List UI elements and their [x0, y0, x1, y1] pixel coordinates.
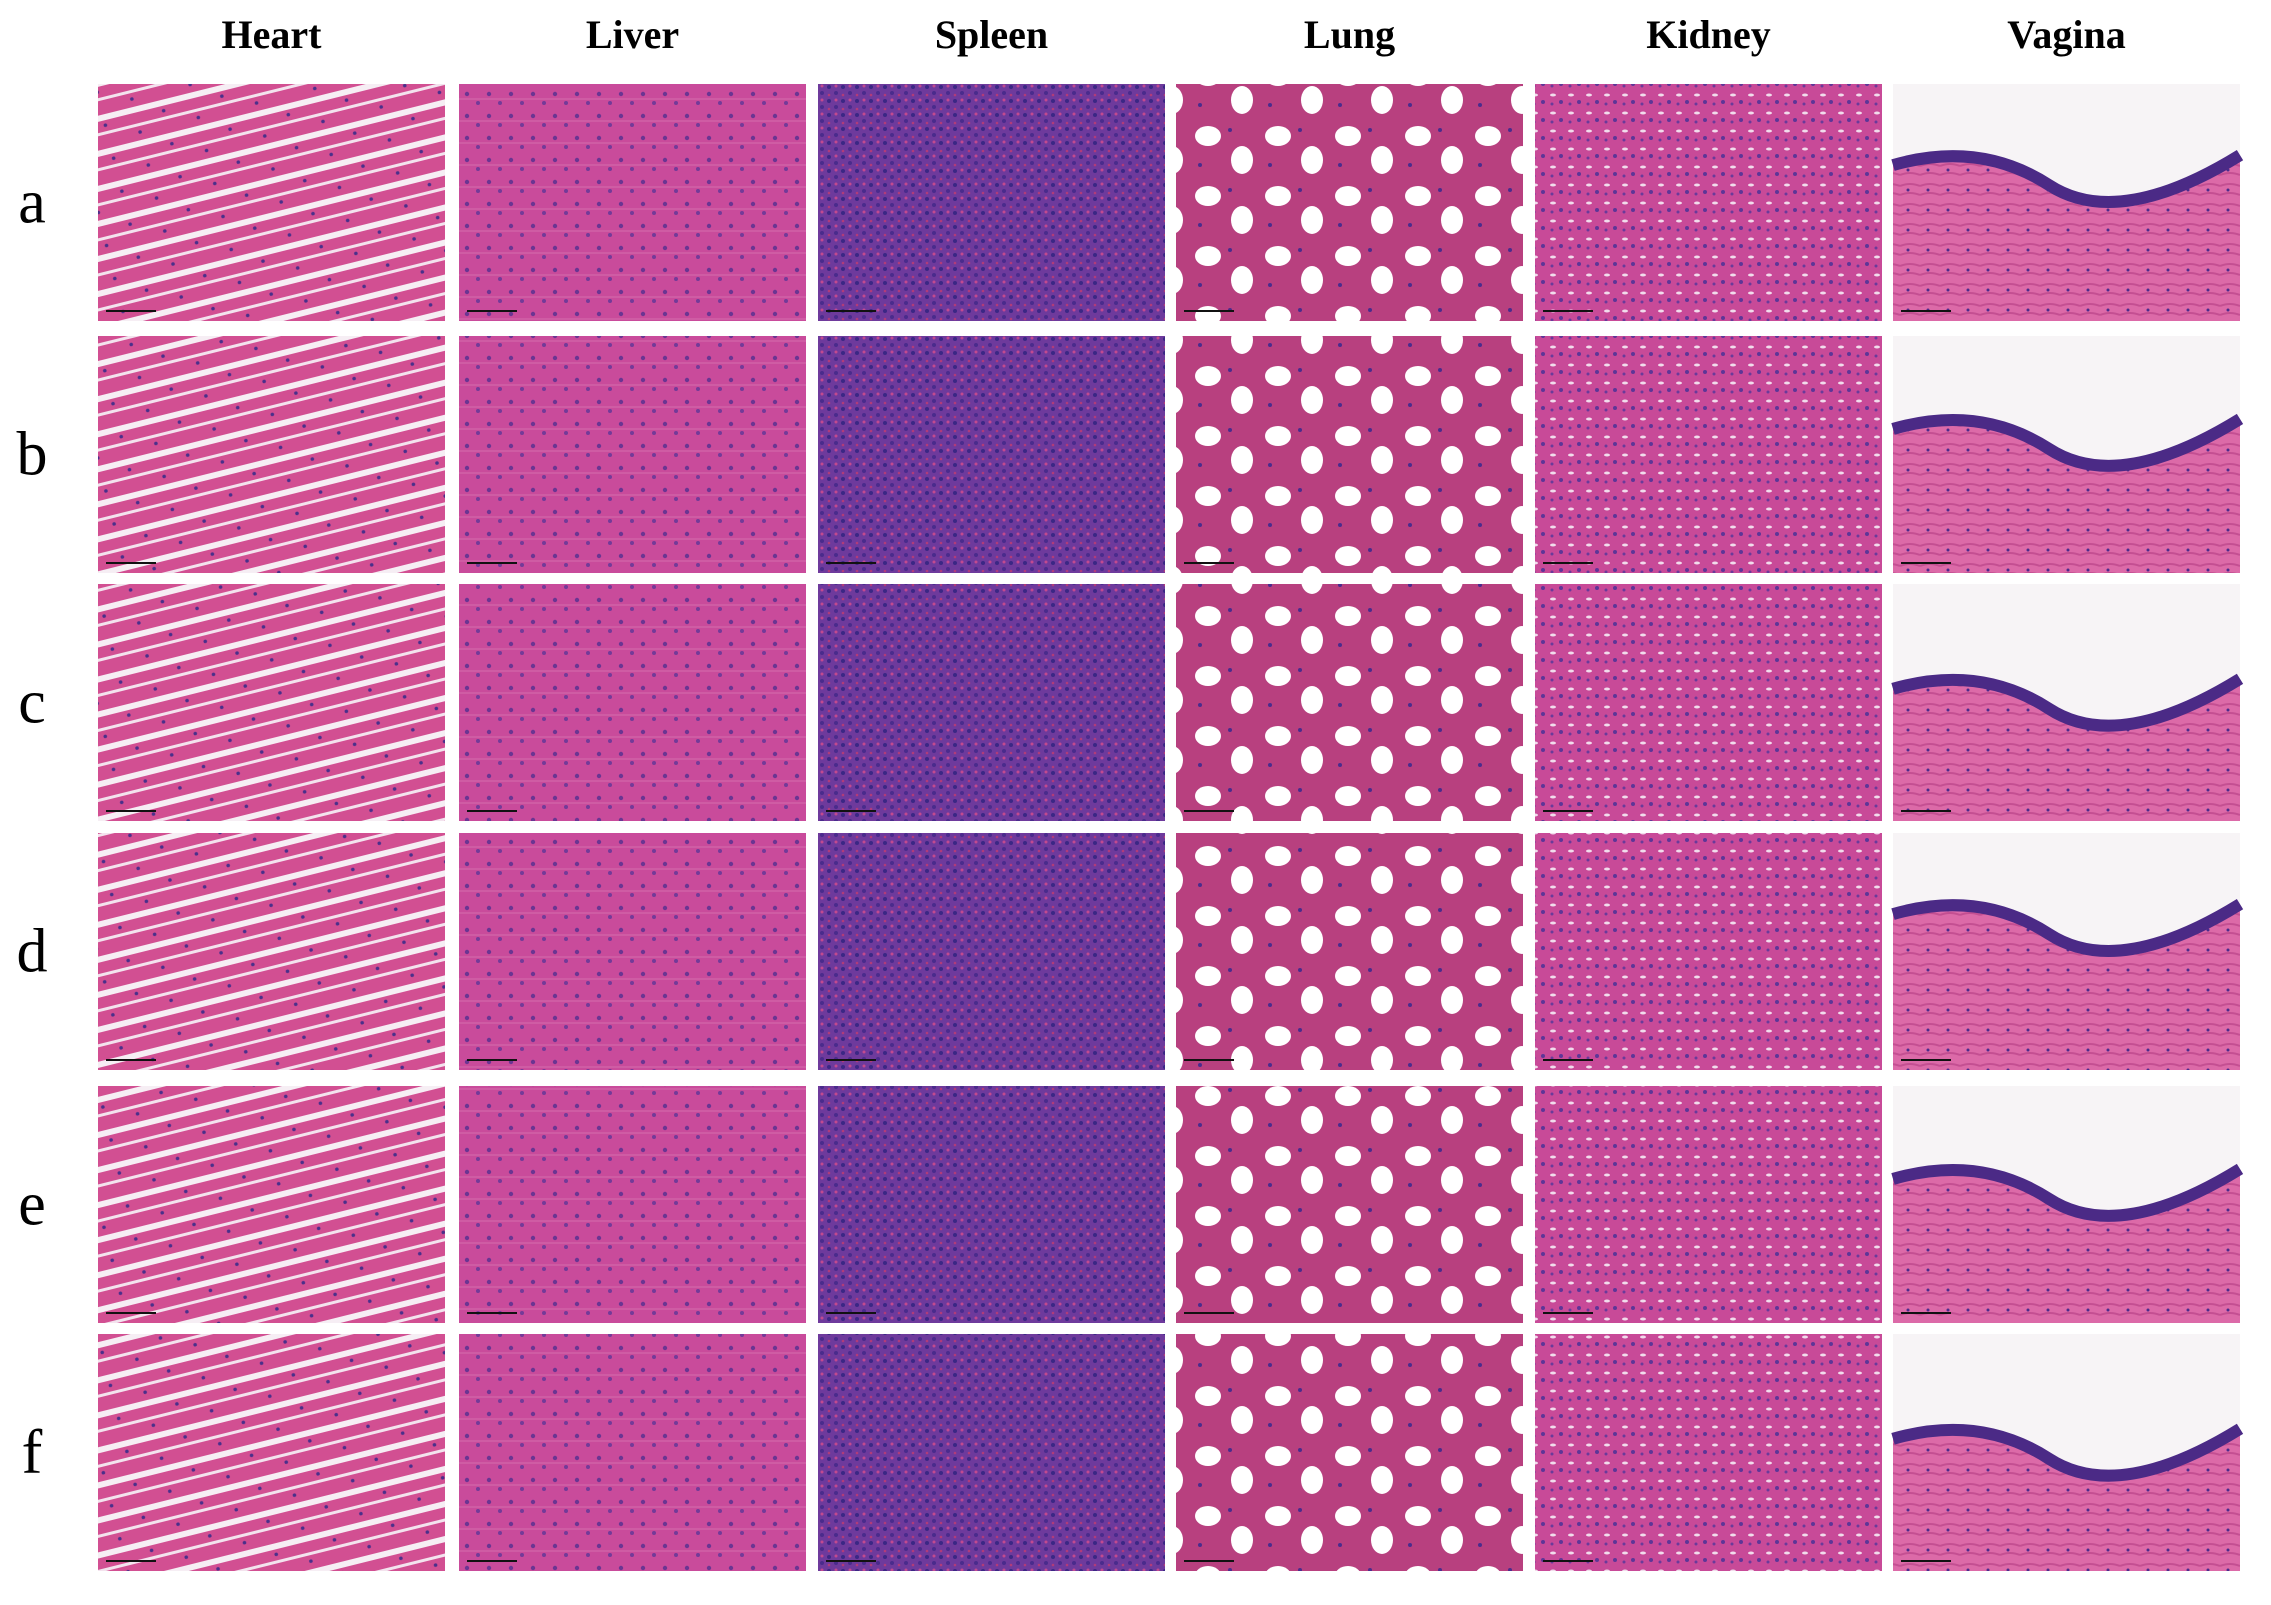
- tissue: [818, 336, 1165, 573]
- micrograph: [1176, 84, 1523, 321]
- tissue: [1535, 584, 1882, 821]
- tissue: [1535, 336, 1882, 573]
- micrograph: [1535, 84, 1882, 321]
- micrograph: [1535, 584, 1882, 821]
- micrograph: [459, 84, 806, 321]
- epithelium: [1891, 898, 2244, 957]
- tissue: [1176, 336, 1523, 573]
- tissue: [98, 336, 445, 573]
- tissue: [1535, 1086, 1882, 1323]
- micrograph: [1891, 1086, 2244, 1323]
- column-title: Lung: [1304, 12, 1395, 57]
- micrograph: [1891, 84, 2244, 321]
- micrograph: [1176, 833, 1523, 1070]
- tissue: [1893, 1428, 2240, 1571]
- row-label: c: [18, 669, 46, 737]
- tissue: [1176, 1086, 1523, 1323]
- micrograph: [1891, 584, 2244, 821]
- tissue: [98, 1334, 445, 1571]
- tissue: [1893, 678, 2240, 821]
- tissue: [1893, 1168, 2240, 1323]
- column-title: Heart: [222, 12, 323, 57]
- tissue: [818, 1086, 1165, 1323]
- tissue: [818, 84, 1165, 321]
- tissue: [459, 336, 806, 573]
- micrograph: [98, 1086, 445, 1323]
- micrograph: [1891, 1334, 2244, 1571]
- column-title: Kidney: [1646, 12, 1770, 57]
- tissue: [1176, 1334, 1523, 1571]
- tissue: [818, 584, 1165, 821]
- micrograph: [459, 584, 806, 821]
- micrograph: [1176, 1086, 1523, 1323]
- tissue: [1893, 418, 2240, 573]
- tissue: [98, 1086, 445, 1323]
- column-title: Vagina: [2007, 12, 2126, 57]
- micrograph: [1535, 336, 1882, 573]
- micrograph: [818, 1086, 1165, 1323]
- micrograph: [1176, 584, 1523, 821]
- epithelium: [1891, 673, 2244, 732]
- tissue: [459, 833, 806, 1070]
- tissue: [459, 84, 806, 321]
- micrograph: [98, 1334, 445, 1571]
- micrograph: [1535, 1334, 1882, 1571]
- micrograph: [98, 833, 445, 1070]
- micrograph: [459, 1086, 806, 1323]
- micrograph: [818, 833, 1165, 1070]
- tissue: [459, 584, 806, 821]
- tissue: [98, 833, 445, 1070]
- micrograph: [459, 336, 806, 573]
- micrograph: [98, 336, 445, 573]
- micrograph: [459, 833, 806, 1070]
- epithelium: [1891, 1423, 2244, 1482]
- tissue: [1535, 833, 1882, 1070]
- micrograph: [818, 84, 1165, 321]
- micrograph: [1535, 833, 1882, 1070]
- micrograph: [818, 1334, 1165, 1571]
- tissue: [459, 1086, 806, 1323]
- row-label: f: [22, 1419, 43, 1487]
- micrograph: [818, 336, 1165, 573]
- row-label: d: [17, 918, 48, 986]
- tissue: [1535, 1334, 1882, 1571]
- micrograph: [1535, 1086, 1882, 1323]
- tissue: [1176, 833, 1523, 1070]
- tissue: [98, 84, 445, 321]
- micrograph: [1891, 336, 2244, 573]
- micrograph: [459, 1334, 806, 1571]
- micrograph: [98, 584, 445, 821]
- epithelium: [1891, 149, 2244, 208]
- column-title: Spleen: [935, 12, 1048, 57]
- row-label: e: [18, 1171, 46, 1239]
- micrograph: [818, 584, 1165, 821]
- tissue: [818, 1334, 1165, 1571]
- epithelium: [1891, 1163, 2244, 1222]
- column-title: Liver: [586, 12, 679, 57]
- tissue: [1176, 84, 1523, 321]
- tissue: [818, 833, 1165, 1070]
- tissue: [98, 584, 445, 821]
- micrograph: [1176, 336, 1523, 573]
- row-label: b: [17, 421, 48, 489]
- tissue: [1176, 584, 1523, 821]
- epithelium: [1891, 413, 2244, 472]
- row-label: a: [18, 169, 46, 237]
- micrograph: [1176, 1334, 1523, 1571]
- tissue: [459, 1334, 806, 1571]
- tissue: [1535, 84, 1882, 321]
- micrograph: [1891, 833, 2244, 1070]
- micrograph: [98, 84, 445, 321]
